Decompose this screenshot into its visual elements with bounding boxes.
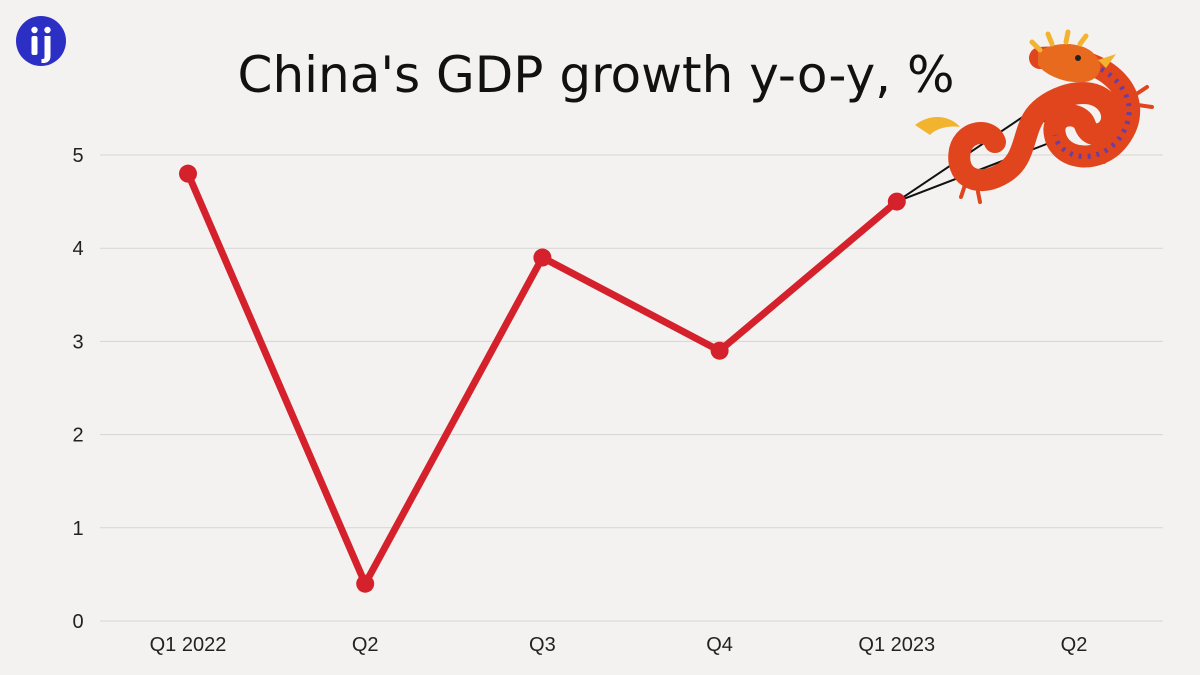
data-point[interactable] (887, 192, 906, 211)
data-point[interactable] (533, 248, 552, 267)
x-tick-label: Q2 (1061, 634, 1088, 656)
data-point[interactable] (179, 164, 197, 183)
y-tick-label: 0 (72, 611, 83, 633)
y-tick-label: 1 (72, 518, 83, 540)
data-points (179, 164, 906, 593)
x-tick-label: Q1 2022 (150, 634, 227, 656)
info-icon[interactable] (16, 16, 66, 66)
data-point[interactable] (710, 341, 729, 360)
dragon-kite-icon (896, 29, 1154, 204)
x-tick-label: Q3 (529, 634, 556, 656)
y-tick-label: 4 (72, 238, 83, 260)
x-tick-label: Q2 (352, 634, 379, 656)
y-tick-label: 3 (72, 331, 83, 353)
data-point[interactable] (356, 574, 375, 593)
x-axis: Q1 2022 Q2 Q3 Q4 Q1 2023 Q2 (150, 634, 1088, 656)
series-line-path (184, 170, 901, 588)
x-tick-label: Q4 (706, 634, 733, 656)
gridlines (100, 154, 1163, 622)
y-axis: 0 1 2 3 4 5 (72, 145, 83, 633)
y-tick-label: 5 (72, 145, 83, 167)
x-tick-label: Q1 2023 (858, 634, 935, 656)
series-line (184, 170, 901, 588)
y-tick-label: 2 (72, 425, 83, 447)
chart-title: China's GDP growth y-o-y, % (238, 46, 955, 104)
